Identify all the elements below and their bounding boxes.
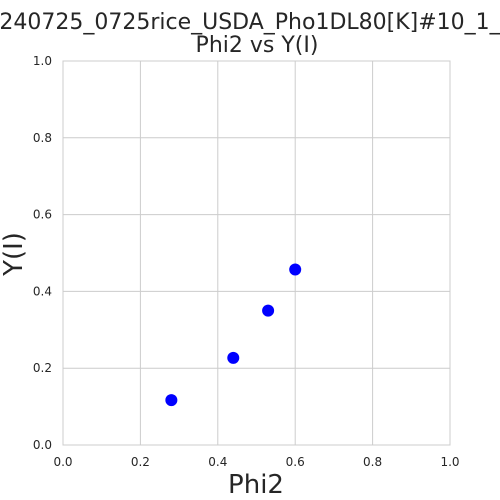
y-tick-label: 0.2 [33, 361, 52, 375]
x-axis-label: Phi2 [228, 470, 284, 500]
y-tick-label: 0.0 [33, 438, 52, 452]
y-tick-label: 0.6 [33, 208, 52, 222]
tick-labels: 0.0 0.2 0.4 0.6 0.8 1.0 0.0 0.2 0.4 0.6 0.8 1.0 [33, 54, 460, 469]
x-tick-label: 0.6 [286, 455, 305, 469]
chart-subtitle: Phi2 vs Y(I) [196, 33, 319, 58]
x-tick-label: 0.8 [363, 455, 382, 469]
scatter-point [165, 394, 178, 407]
data-points [165, 263, 302, 407]
x-tick-label: 0.4 [208, 455, 227, 469]
x-tick-label: 1.0 [440, 455, 459, 469]
x-tick-label: 0.2 [131, 455, 150, 469]
scatter-point [227, 351, 240, 364]
y-tick-label: 0.4 [33, 284, 52, 298]
x-tick-label: 0.0 [53, 455, 72, 469]
grid-lines [62, 60, 451, 446]
y-axis-label: Y(I) [0, 232, 29, 277]
y-tick-label: 0.8 [33, 131, 52, 145]
plot-area-frame [62, 60, 451, 446]
y-tick-label: 1.0 [33, 54, 52, 68]
scatter-point [289, 263, 302, 276]
scatter-point [262, 304, 275, 317]
chart-title: 240725_0725rice_USDA_Pho1DL80[K]#10_1_ [0, 10, 500, 35]
